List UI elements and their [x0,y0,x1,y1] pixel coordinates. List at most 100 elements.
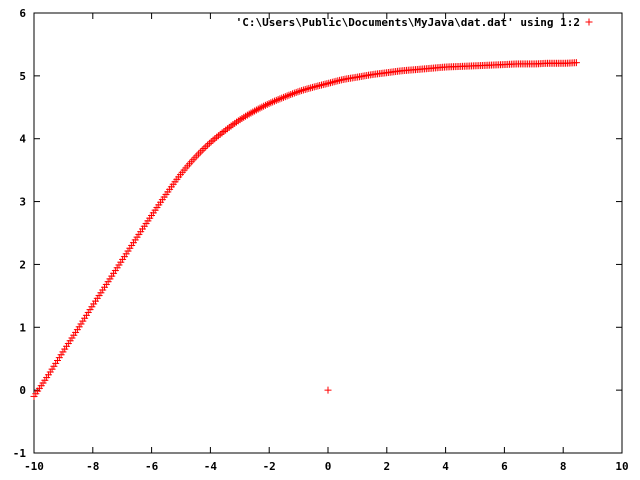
data-point [48,365,56,373]
data-point [196,148,204,156]
data-point [225,123,233,131]
data-point [50,362,58,370]
y-tick-labels: -1 0 1 2 3 4 5 6 [13,7,27,460]
data-point [242,112,250,120]
data-point [227,122,235,130]
data-point [274,96,282,104]
y-tick-label: 5 [19,70,26,83]
y-tick-label: -1 [13,447,27,460]
x-tick-label: 8 [560,460,567,473]
data-point [287,90,295,98]
y-tick-label: 2 [19,258,26,271]
data-point [86,306,94,314]
data-point [211,135,219,143]
data-point [294,88,302,96]
data-point [84,308,92,316]
data-point [303,85,311,93]
x-tick-label: 2 [383,460,390,473]
data-point [261,101,269,109]
data-point [252,106,260,114]
data-point [256,104,264,112]
data-point [202,143,210,151]
data-point [305,84,313,92]
data-point [308,83,316,91]
x-tick-label: -2 [263,460,276,473]
outlier-point [324,386,332,394]
data-points [30,59,580,400]
data-point [207,138,215,146]
data-point [216,130,224,138]
data-point [238,114,246,122]
data-point [204,141,212,149]
data-point [276,95,284,103]
data-point [200,145,208,153]
x-tick-label: -8 [86,460,99,473]
data-point [260,102,268,110]
x-tick-label: -6 [145,460,159,473]
x-tick-label: 6 [501,460,508,473]
x-tick-label: -4 [204,460,218,473]
data-point [222,126,230,134]
data-point [299,86,307,94]
data-point [263,100,271,108]
x-tick-label: -10 [24,460,44,473]
data-point [195,150,203,158]
data-point [289,90,297,98]
data-point [81,314,89,322]
data-point [243,111,251,119]
data-point [52,359,60,367]
data-point [285,91,293,99]
data-point [198,146,206,154]
data-point [290,89,298,97]
data-point [205,139,213,147]
data-point [280,93,288,101]
data-point [233,118,241,126]
data-point [75,323,83,331]
data-point [240,113,248,121]
data-point [270,97,278,105]
data-point [247,109,255,117]
axis-ticks [33,12,623,454]
data-point [229,121,237,129]
data-point [77,320,85,328]
data-point [213,133,221,141]
y-tick-label: 6 [19,7,26,20]
data-point [231,119,239,127]
data-point [267,99,275,107]
data-point [218,129,226,137]
x-tick-label: 0 [325,460,332,473]
x-tick-label: 4 [442,460,449,473]
legend-marker [585,18,593,26]
data-point [236,116,244,124]
data-point [79,317,87,325]
legend: 'C:\Users\Public\Documents\MyJava\dat.da… [236,16,593,29]
data-point [572,59,580,67]
data-point [54,357,62,365]
x-tick-label: 10 [615,460,628,473]
data-point [193,152,201,160]
data-point [55,354,63,362]
data-point [254,105,262,113]
y-tick-label: 1 [19,321,26,334]
data-point [220,128,228,136]
data-point [214,132,222,140]
data-point [283,92,291,100]
data-point [209,136,217,144]
data-point [301,85,309,93]
data-point [292,88,300,96]
data-point [251,107,259,115]
y-tick-label: 3 [19,196,26,209]
legend-marker-glyph [585,18,593,26]
data-point [278,94,286,102]
y-tick-label: 0 [19,384,26,397]
data-point [265,100,273,108]
data-point [223,125,231,133]
x-tick-labels: -10 -8 -6 -4 -2 0 2 4 6 8 10 [24,460,629,473]
data-point [46,368,54,376]
data-point [307,84,315,92]
data-point [296,87,304,95]
data-point [258,103,266,111]
legend-label: 'C:\Users\Public\Documents\MyJava\dat.da… [236,16,580,29]
data-point [298,87,306,95]
